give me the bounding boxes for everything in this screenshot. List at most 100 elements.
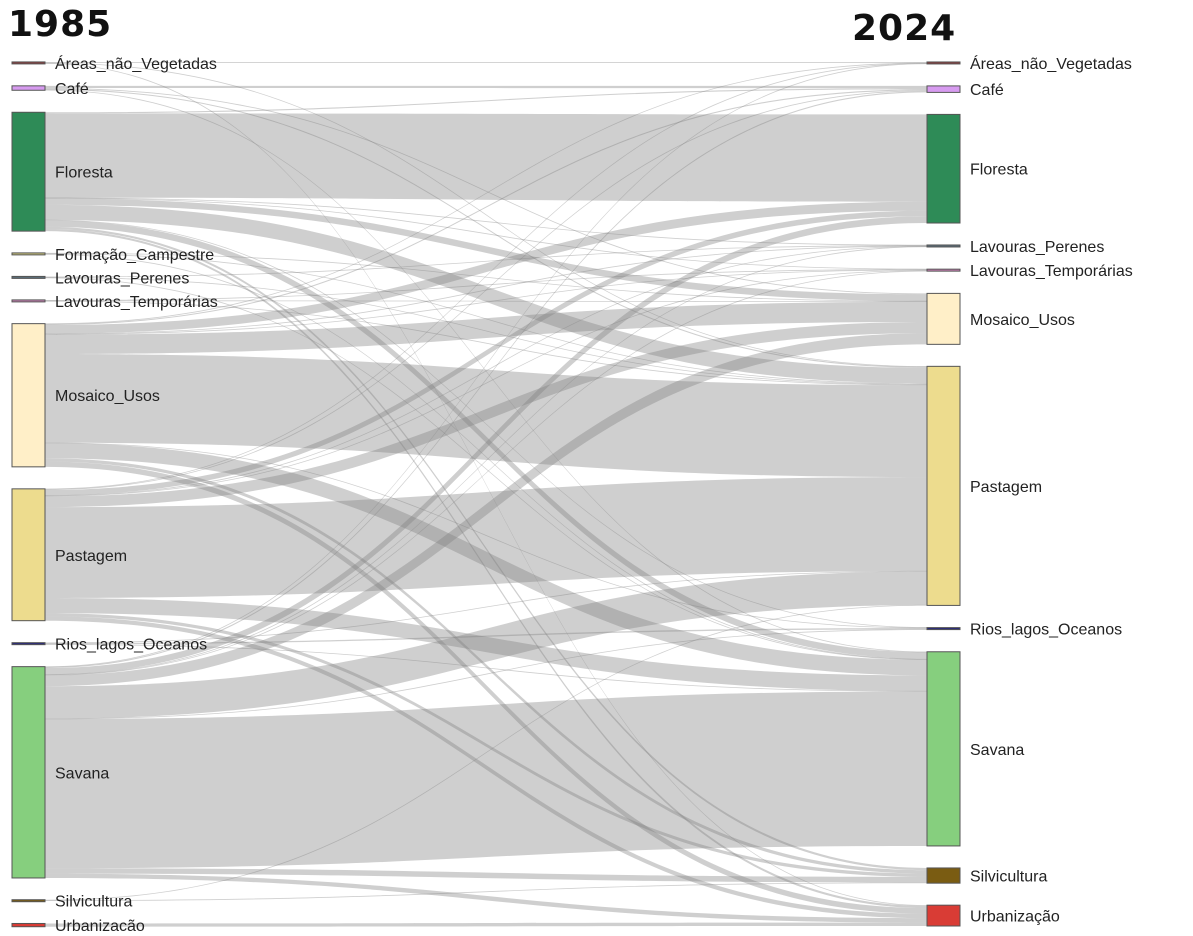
- link-urb-to-urb: [45, 922, 927, 927]
- link-pastagem-to-urb: [45, 616, 927, 919]
- link-temp-to-temp: [45, 269, 927, 301]
- left-node-label-floresta: Floresta: [55, 165, 113, 182]
- left-node-label-rios: Rios_lagos_Oceanos: [55, 637, 207, 654]
- link-cafe-to-mosaico: [45, 88, 927, 295]
- link-floresta-to-urb: [45, 228, 927, 909]
- link-perenes-to-savana: [45, 277, 927, 660]
- left-node-formacao[interactable]: [11, 252, 46, 256]
- link-pastagem-to-temp: [45, 270, 927, 497]
- link-savana-to-savana: [45, 691, 927, 869]
- right-node-areas[interactable]: [926, 61, 961, 65]
- link-silvi-to-silvi: [45, 882, 927, 902]
- right-node-label-cafe: Café: [970, 82, 1004, 99]
- left-node-label-formacao: Formação_Campestre: [55, 247, 214, 264]
- left-node-label-perenes: Lavouras_Perenes: [55, 270, 189, 287]
- left-node-label-savana: Savana: [55, 765, 109, 782]
- link-floresta-to-pastagem: [45, 204, 927, 384]
- link-mosaico-to-mosaico: [45, 301, 927, 355]
- link-mosaico-to-cafe: [45, 89, 927, 326]
- left-node-urb[interactable]: [11, 922, 46, 928]
- left-node-label-temp: Lavouras_Temporárias: [55, 294, 218, 311]
- left-column-title: 1985: [8, 4, 112, 45]
- right-node-pastagem[interactable]: [926, 365, 961, 606]
- link-formacao-to-mosaico: [45, 252, 927, 302]
- right-node-label-perenes: Lavouras_Perenes: [970, 239, 1104, 256]
- link-mosaico-to-perenes: [45, 245, 927, 335]
- link-cafe-to-pastagem: [45, 88, 927, 368]
- left-node-savana[interactable]: [11, 666, 46, 879]
- right-node-cafe[interactable]: [926, 85, 961, 93]
- link-rios-to-savana: [45, 644, 927, 692]
- link-floresta-to-mosaico: [45, 198, 927, 302]
- left-node-perenes[interactable]: [11, 275, 46, 279]
- links-layer: [45, 62, 927, 927]
- left-node-rios[interactable]: [11, 642, 46, 646]
- link-areas-to-pastagem: [45, 62, 927, 367]
- labels-layer: Áreas_não_Vegetadas Café Floresta Formação_…: [55, 54, 1133, 935]
- link-rios-to-pastagem: [45, 570, 927, 644]
- left-node-label-pastagem: Pastagem: [55, 548, 127, 565]
- link-mosaico-to-areas: [45, 62, 927, 325]
- left-node-floresta[interactable]: [11, 111, 46, 232]
- link-mosaico-to-savana: [45, 443, 927, 676]
- link-mosaico-to-pastagem: [45, 354, 927, 478]
- link-silvi-to-pastagem: [45, 604, 927, 901]
- left-node-mosaico[interactable]: [11, 323, 46, 468]
- right-node-label-mosaico: Mosaico_Usos: [970, 312, 1075, 329]
- link-perenes-to-perenes: [45, 245, 927, 278]
- right-node-label-pastagem: Pastagem: [970, 479, 1042, 496]
- link-areas-to-urb: [45, 63, 927, 906]
- link-rios-to-rios: [45, 628, 927, 645]
- link-pastagem-to-mosaico: [45, 321, 927, 508]
- right-node-label-urb: Urbanização: [970, 909, 1060, 926]
- left-node-label-areas: Áreas_não_Vegetadas: [55, 54, 217, 73]
- link-savana-to-urb: [45, 873, 927, 923]
- link-mosaico-to-silvi: [45, 458, 927, 874]
- link-pastagem-to-silvi: [45, 613, 927, 877]
- left-node-label-mosaico: Mosaico_Usos: [55, 388, 160, 405]
- link-floresta-to-perenes: [45, 197, 927, 246]
- right-node-label-floresta: Floresta: [970, 162, 1028, 179]
- link-savana-to-pastagem: [45, 571, 927, 719]
- link-cafe-to-cafe: [45, 85, 927, 89]
- left-node-cafe[interactable]: [11, 85, 46, 91]
- right-node-mosaico[interactable]: [926, 292, 961, 345]
- link-savana-to-perenes: [45, 246, 927, 676]
- link-mosaico-to-floresta: [45, 201, 927, 334]
- link-pastagem-to-floresta: [45, 210, 927, 496]
- link-pastagem-to-savana: [45, 597, 927, 692]
- left-node-pastagem[interactable]: [11, 488, 46, 622]
- right-node-perenes[interactable]: [926, 244, 961, 248]
- right-node-savana[interactable]: [926, 651, 961, 847]
- link-formacao-to-savana: [45, 253, 927, 660]
- right-node-label-savana: Savana: [970, 742, 1024, 759]
- link-floresta-to-savana: [45, 220, 927, 659]
- left-node-label-urb: Urbanização: [55, 918, 145, 931]
- right-node-urb[interactable]: [926, 904, 961, 927]
- right-node-floresta[interactable]: [926, 113, 961, 224]
- link-floresta-to-cafe: [45, 88, 927, 114]
- link-mosaico-to-rios: [45, 442, 927, 629]
- link-mosaico-to-temp: [45, 269, 927, 335]
- left-node-areas[interactable]: [11, 61, 46, 65]
- right-node-label-areas: Áreas_não_Vegetadas: [970, 54, 1132, 73]
- link-pastagem-to-pastagem: [45, 477, 927, 598]
- link-floresta-to-silvi: [45, 226, 927, 871]
- link-areas-to-areas: [45, 62, 927, 63]
- link-savana-to-areas: [45, 63, 927, 668]
- link-savana-to-silvi: [45, 868, 927, 883]
- left-node-label-cafe: Café: [55, 81, 89, 98]
- link-savana-to-cafe: [45, 91, 927, 669]
- left-node-silvi[interactable]: [11, 899, 46, 903]
- left-node-temp[interactable]: [11, 299, 46, 303]
- right-node-silvi[interactable]: [926, 867, 961, 884]
- link-formacao-to-pastagem: [45, 253, 927, 385]
- right-node-label-temp: Lavouras_Temporárias: [970, 263, 1133, 280]
- right-node-temp[interactable]: [926, 268, 961, 272]
- link-pastagem-to-cafe: [45, 90, 927, 491]
- right-node-rios[interactable]: [926, 627, 961, 631]
- link-floresta-to-floresta: [45, 113, 927, 202]
- link-perenes-to-pastagem: [45, 277, 927, 385]
